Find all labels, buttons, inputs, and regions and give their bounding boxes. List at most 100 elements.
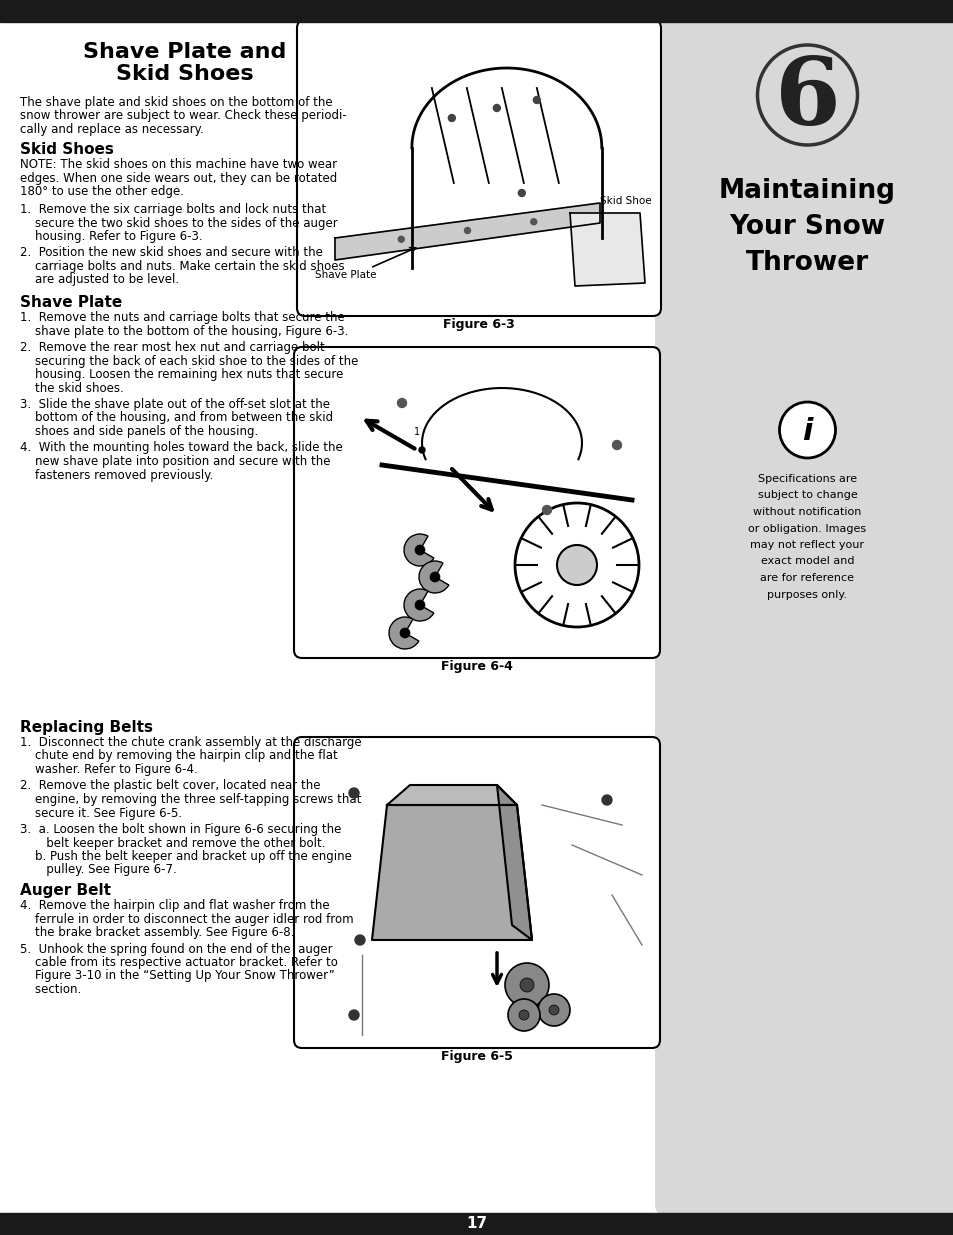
Text: 6: 6 [774, 54, 840, 144]
Text: 2.  Remove the plastic belt cover, located near the: 2. Remove the plastic belt cover, locate… [20, 779, 320, 793]
Text: 3.  a. Loosen the bolt shown in Figure 6-6 securing the: 3. a. Loosen the bolt shown in Figure 6-… [20, 823, 341, 836]
Circle shape [518, 1010, 529, 1020]
Bar [0, 1213, 953, 1235]
Circle shape [399, 629, 410, 638]
Text: 1.  Disconnect the chute crank assembly at the discharge: 1. Disconnect the chute crank assembly a… [20, 736, 361, 748]
Circle shape [418, 447, 424, 453]
Text: 180° to use the other edge.: 180° to use the other edge. [20, 185, 184, 199]
Polygon shape [335, 203, 599, 261]
Text: chute end by removing the hairpin clip and the flat: chute end by removing the hairpin clip a… [20, 750, 337, 762]
Polygon shape [372, 805, 532, 940]
Text: bottom of the housing, and from between the skid: bottom of the housing, and from between … [20, 411, 333, 425]
Wedge shape [389, 618, 418, 650]
Circle shape [415, 545, 424, 555]
Text: the brake bracket assembly. See Figure 6-8.: the brake bracket assembly. See Figure 6… [20, 926, 294, 939]
Text: shoes and side panels of the housing.: shoes and side panels of the housing. [20, 425, 258, 438]
Text: ferrule in order to disconnect the auger idler rod from: ferrule in order to disconnect the auger… [20, 913, 354, 925]
Text: cable from its respective actuator bracket. Refer to: cable from its respective actuator brack… [20, 956, 337, 969]
Circle shape [533, 96, 539, 104]
Text: 2.  Position the new skid shoes and secure with the: 2. Position the new skid shoes and secur… [20, 247, 322, 259]
Text: Figure 6-3: Figure 6-3 [442, 317, 515, 331]
Wedge shape [403, 589, 434, 621]
Text: fasteners removed previously.: fasteners removed previously. [20, 468, 213, 482]
Text: secure the two skid shoes to the sides of the auger: secure the two skid shoes to the sides o… [20, 216, 337, 230]
Circle shape [430, 572, 439, 582]
Text: belt keeper bracket and remove the other bolt.: belt keeper bracket and remove the other… [20, 836, 325, 850]
Circle shape [448, 115, 455, 121]
Text: exact model and: exact model and [760, 557, 853, 567]
Text: 5.  Unhook the spring found on the end of the  auger: 5. Unhook the spring found on the end of… [20, 942, 333, 956]
Circle shape [542, 505, 551, 515]
FancyBboxPatch shape [296, 20, 660, 316]
Text: purposes only.: purposes only. [767, 589, 846, 599]
Text: Shave Plate: Shave Plate [20, 295, 122, 310]
Text: shave plate to the bottom of the housing, Figure 6-3.: shave plate to the bottom of the housing… [20, 325, 348, 337]
Circle shape [515, 503, 639, 627]
Circle shape [415, 600, 424, 610]
Polygon shape [387, 785, 517, 805]
Circle shape [517, 189, 525, 196]
Text: b. Push the belt keeper and bracket up off the engine: b. Push the belt keeper and bracket up o… [20, 850, 352, 863]
Circle shape [779, 403, 835, 458]
Bar [0, 0, 953, 22]
Text: The shave plate and skid shoes on the bottom of the: The shave plate and skid shoes on the bo… [20, 96, 333, 109]
Text: cally and replace as necessary.: cally and replace as necessary. [20, 124, 204, 136]
Text: carriage bolts and nuts. Make certain the skid shoes: carriage bolts and nuts. Make certain th… [20, 261, 344, 273]
Circle shape [612, 441, 620, 450]
Text: Figure 6-5: Figure 6-5 [440, 1050, 513, 1063]
Circle shape [349, 788, 358, 798]
Text: Shave Plate and: Shave Plate and [83, 42, 287, 62]
Text: may not reflect your: may not reflect your [750, 540, 863, 550]
Circle shape [601, 795, 612, 805]
Text: subject to change: subject to change [757, 490, 857, 500]
Text: new shave plate into position and secure with the: new shave plate into position and secure… [20, 454, 330, 468]
Text: washer. Refer to Figure 6-4.: washer. Refer to Figure 6-4. [20, 763, 197, 776]
Circle shape [349, 1010, 358, 1020]
Circle shape [355, 935, 365, 945]
Circle shape [504, 963, 548, 1007]
Text: or obligation. Images: or obligation. Images [748, 524, 865, 534]
Polygon shape [497, 785, 532, 940]
Text: Figure 6-4: Figure 6-4 [440, 659, 513, 673]
Text: housing. Loosen the remaining hex nuts that secure: housing. Loosen the remaining hex nuts t… [20, 368, 343, 382]
Text: are for reference: are for reference [760, 573, 854, 583]
Circle shape [464, 227, 470, 233]
Text: section.: section. [20, 983, 81, 995]
Circle shape [493, 105, 499, 111]
Text: Specifications are: Specifications are [757, 474, 856, 484]
Text: engine, by removing the three self-tapping screws that: engine, by removing the three self-tappi… [20, 793, 361, 806]
Circle shape [557, 545, 597, 585]
Text: 2.  Remove the rear most hex nut and carriage bolt: 2. Remove the rear most hex nut and carr… [20, 341, 324, 354]
Circle shape [537, 994, 569, 1026]
FancyBboxPatch shape [294, 347, 659, 658]
Text: edges. When one side wears out, they can be rotated: edges. When one side wears out, they can… [20, 172, 337, 185]
Text: 1.  Remove the six carriage bolts and lock nuts that: 1. Remove the six carriage bolts and loc… [20, 203, 326, 216]
Text: secure it. See Figure 6-5.: secure it. See Figure 6-5. [20, 806, 182, 820]
Text: Maintaining: Maintaining [719, 178, 895, 204]
Text: housing. Refer to Figure 6-3.: housing. Refer to Figure 6-3. [20, 230, 202, 243]
Text: i: i [801, 416, 812, 446]
Text: snow thrower are subject to wear. Check these periodi-: snow thrower are subject to wear. Check … [20, 110, 346, 122]
Text: NOTE: The skid shoes on this machine have two wear: NOTE: The skid shoes on this machine hav… [20, 158, 336, 172]
Text: Replacing Belts: Replacing Belts [20, 720, 152, 735]
Text: 1.  Remove the nuts and carriage bolts that secure the: 1. Remove the nuts and carriage bolts th… [20, 311, 344, 324]
Text: without notification: without notification [753, 508, 861, 517]
Circle shape [397, 399, 406, 408]
Polygon shape [569, 212, 644, 287]
FancyBboxPatch shape [294, 737, 659, 1049]
Text: Your Snow: Your Snow [729, 214, 884, 240]
Text: are adjusted to be level.: are adjusted to be level. [20, 273, 179, 287]
Text: Shave Plate: Shave Plate [314, 270, 376, 280]
Text: the skid shoes.: the skid shoes. [20, 382, 124, 394]
Circle shape [530, 219, 537, 225]
Text: 4.  Remove the hairpin clip and flat washer from the: 4. Remove the hairpin clip and flat wash… [20, 899, 330, 911]
Text: securing the back of each skid shoe to the sides of the: securing the back of each skid shoe to t… [20, 354, 358, 368]
Text: Auger Belt: Auger Belt [20, 883, 111, 898]
Wedge shape [418, 561, 448, 593]
Text: 3.  Slide the shave plate out of the off-set slot at the: 3. Slide the shave plate out of the off-… [20, 398, 330, 411]
Text: 4.  With the mounting holes toward the back, slide the: 4. With the mounting holes toward the ba… [20, 441, 342, 454]
Text: 17: 17 [466, 1216, 487, 1231]
Text: Skid Shoes: Skid Shoes [20, 142, 113, 158]
Wedge shape [403, 534, 434, 566]
Text: Figure 3-10 in the “Setting Up Your Snow Thrower”: Figure 3-10 in the “Setting Up Your Snow… [20, 969, 335, 983]
